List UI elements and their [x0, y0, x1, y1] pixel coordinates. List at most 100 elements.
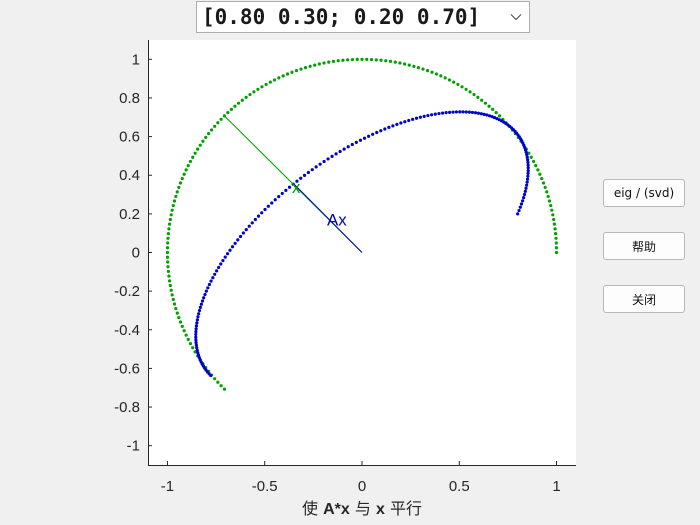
x-trace-point: [277, 76, 281, 80]
x-trace-point: [403, 62, 407, 66]
x-trace-point: [468, 90, 472, 94]
x-trace-point: [497, 114, 502, 118]
x-trace-point: [188, 159, 193, 164]
x-trace-point: [421, 67, 425, 71]
ax-trace-series: [194, 110, 530, 378]
x-trace-point: [545, 190, 549, 194]
x-trace-point: [546, 194, 550, 199]
x-trace-point: [168, 283, 172, 288]
ax-trace-point: [194, 324, 199, 328]
x-trace-point: [219, 117, 223, 121]
x-trace-point: [456, 82, 460, 87]
ax-trace-point: [256, 214, 261, 218]
ax-trace-point: [525, 153, 529, 157]
ax-trace-point: [387, 125, 391, 130]
ax-trace-point: [219, 262, 223, 266]
ax-trace-point: [215, 269, 219, 273]
x-trace-point: [186, 164, 190, 168]
ax-trace-point: [284, 188, 288, 192]
x-trace-point: [365, 57, 369, 61]
x-trace-point: [294, 69, 299, 73]
ax-trace-point: [314, 165, 318, 169]
ax-trace-point: [458, 110, 462, 114]
ax-trace-point: [194, 343, 198, 347]
x-trace-point: [172, 199, 177, 203]
ax-trace-point: [207, 282, 212, 287]
ax-trace-point: [517, 208, 521, 213]
close-button[interactable]: 关闭: [603, 285, 685, 313]
ax-trace-point: [209, 279, 213, 283]
ax-trace-point: [196, 315, 200, 319]
ax-trace-point: [194, 327, 198, 331]
x-tick-label: 0: [358, 478, 366, 495]
ax-trace-point: [204, 289, 208, 293]
ax-trace-point: [525, 155, 529, 159]
x-trace-point: [236, 101, 241, 105]
x-trace-point: [552, 222, 557, 226]
ax-trace-point: [526, 174, 530, 178]
x-trace-point: [193, 151, 197, 155]
x-trace-point: [529, 155, 533, 159]
x-trace-point: [549, 203, 553, 208]
x-trace-point: [166, 269, 170, 274]
x-trace-point: [538, 172, 542, 176]
x-trace-point: [178, 181, 183, 185]
x-trace-point: [550, 208, 554, 212]
x-trace-point: [425, 69, 430, 73]
x-trace-point: [167, 222, 172, 226]
ax-trace-point: [519, 202, 524, 206]
ax-trace-point: [525, 183, 529, 187]
x-trace-point: [285, 72, 290, 76]
ax-trace-point: [302, 173, 307, 177]
x-trace-point: [308, 64, 312, 68]
ax-trace-point: [223, 255, 227, 259]
eig-svd-button[interactable]: eig / (svd): [603, 179, 685, 207]
ax-trace-point: [473, 111, 478, 115]
ax-trace-point: [526, 166, 530, 170]
ax-trace-point: [233, 241, 237, 245]
help-button[interactable]: 帮助: [603, 232, 685, 260]
x-trace-point: [554, 236, 558, 240]
x-axis-label-part: 平行: [385, 499, 422, 518]
matrix-select-value: [0.80 0.30; 0.20 0.70]: [202, 5, 481, 29]
ax-trace-point: [524, 186, 528, 190]
x-trace-point: [175, 190, 179, 194]
x-trace-point: [170, 208, 174, 212]
chevron-down-icon[interactable]: [507, 11, 525, 23]
x-trace-point: [434, 72, 439, 76]
ax-trace-point: [228, 248, 232, 252]
ax-trace-point: [342, 147, 346, 151]
ax-trace-point: [433, 112, 437, 116]
ax-trace-point: [195, 321, 199, 325]
ax-trace-point: [495, 116, 499, 121]
x-trace-point: [188, 341, 193, 346]
x-trace-point: [252, 90, 256, 94]
y-tick-label: 0.4: [119, 167, 140, 184]
x-trace-point: [536, 168, 540, 172]
x-trace-point: [531, 159, 536, 164]
ax-trace-point: [195, 346, 199, 350]
ax-trace-point: [194, 330, 198, 334]
ax-trace-point: [247, 224, 251, 228]
ax-vector-label: Ax: [327, 210, 347, 229]
ax-trace-point: [197, 312, 201, 316]
ax-trace-point: [238, 234, 243, 239]
ax-trace-point: [399, 121, 403, 125]
x-trace-point: [393, 60, 397, 64]
ax-trace-point: [194, 332, 198, 337]
ax-trace-point: [194, 335, 198, 339]
x-trace-point: [336, 59, 340, 63]
x-trace-point: [447, 78, 452, 82]
matrix-select[interactable]: [0.80 0.30; 0.20 0.70]: [196, 1, 530, 33]
y-tick-label: -0.4: [114, 322, 140, 339]
x-axis-label-part: A*x: [323, 501, 350, 518]
ax-trace-point: [299, 176, 303, 180]
x-trace-point: [186, 337, 190, 341]
ax-trace-point: [418, 115, 422, 119]
ax-trace-point: [479, 112, 483, 116]
x-trace-point: [540, 176, 544, 181]
x-trace-point: [543, 185, 547, 190]
x-ticks: -1 -0.5 0 0.5 1: [161, 461, 561, 495]
x-trace-point: [541, 181, 546, 185]
x-trace-point: [355, 57, 359, 61]
